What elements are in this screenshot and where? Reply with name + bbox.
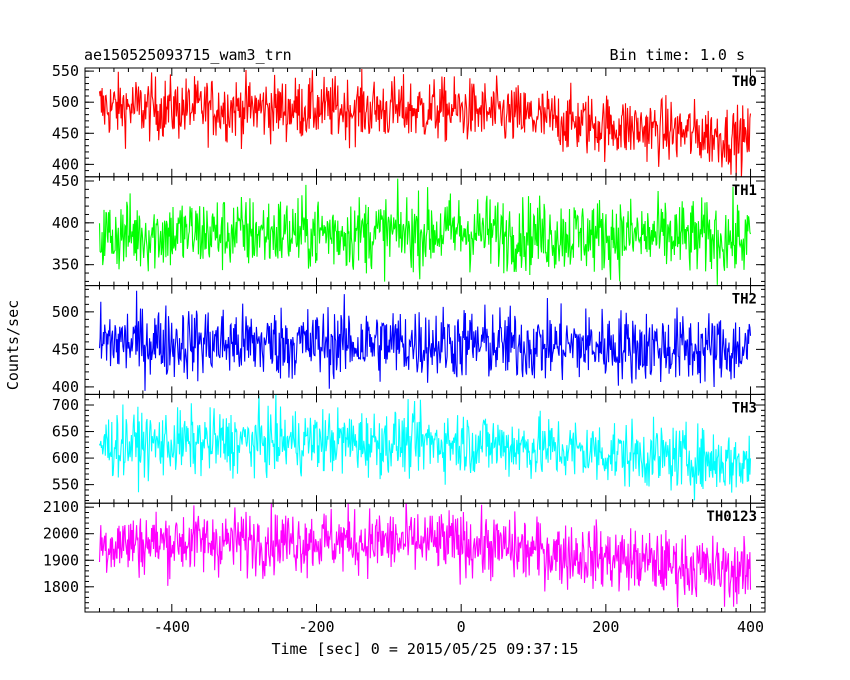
- y-tick-label: 400: [52, 378, 79, 396]
- figure-header-left: ae150525093715_wam3_trn: [84, 46, 292, 64]
- series-line-th0123: [98, 503, 752, 608]
- x-tick-label: 200: [592, 618, 619, 636]
- series-line-th0: [98, 68, 752, 177]
- y-tick-label: 550: [52, 62, 79, 80]
- x-tick-label: -200: [298, 618, 334, 636]
- y-tick-label: 650: [52, 423, 79, 441]
- panel-label: TH0123: [706, 509, 757, 525]
- y-tick-label: 700: [52, 396, 79, 414]
- series-line-th3: [98, 394, 752, 501]
- panel-frame: [84, 502, 766, 613]
- panel-th0: 400 450 500 550 TH0: [52, 62, 766, 178]
- y-tick-label: 500: [52, 93, 79, 111]
- panel-th3: 550 600 650 700 TH3: [52, 393, 766, 504]
- y-axis-title: Counts/sec: [4, 300, 22, 390]
- x-tick-label: -400: [154, 618, 190, 636]
- x-tick-label: 400: [737, 618, 764, 636]
- y-tick-label: 400: [52, 155, 79, 173]
- x-axis: -400 -200 0 200 400: [154, 618, 764, 636]
- panel-label: TH3: [732, 400, 757, 416]
- y-tick-label: 550: [52, 476, 79, 494]
- panel-label: TH1: [732, 183, 757, 199]
- y-tick-label: 500: [52, 303, 79, 321]
- figure-header-right: Bin time: 1.0 s: [610, 46, 745, 64]
- panel-th1: 350 400 450 TH1: [52, 172, 766, 287]
- panel-th0123: 1800 1900 2000 2100 TH0123: [43, 498, 766, 613]
- series-line-th1: [98, 178, 752, 285]
- panel-label: TH0: [732, 74, 757, 90]
- x-tick-label: 0: [457, 618, 466, 636]
- panel-th2: 400 450 500 TH2: [52, 285, 766, 396]
- y-tick-label: 2000: [43, 525, 79, 543]
- y-tick-label: 400: [52, 214, 79, 232]
- y-tick-label: 2100: [43, 498, 79, 516]
- y-tick-label: 1800: [43, 578, 79, 596]
- y-tick-label: 350: [52, 256, 79, 274]
- series-line-th2: [98, 290, 752, 391]
- panel-label: TH2: [732, 292, 757, 308]
- panels-group: 400450500550TH0350400450TH1400450500TH25…: [43, 62, 766, 613]
- y-tick-label: 1900: [43, 551, 79, 569]
- y-tick-label: 450: [52, 124, 79, 142]
- y-tick-label: 450: [52, 340, 79, 358]
- y-tick-label: 450: [52, 172, 79, 190]
- x-axis-title: Time [sec] 0 = 2015/05/25 09:37:15: [271, 640, 578, 658]
- y-tick-label: 600: [52, 449, 79, 467]
